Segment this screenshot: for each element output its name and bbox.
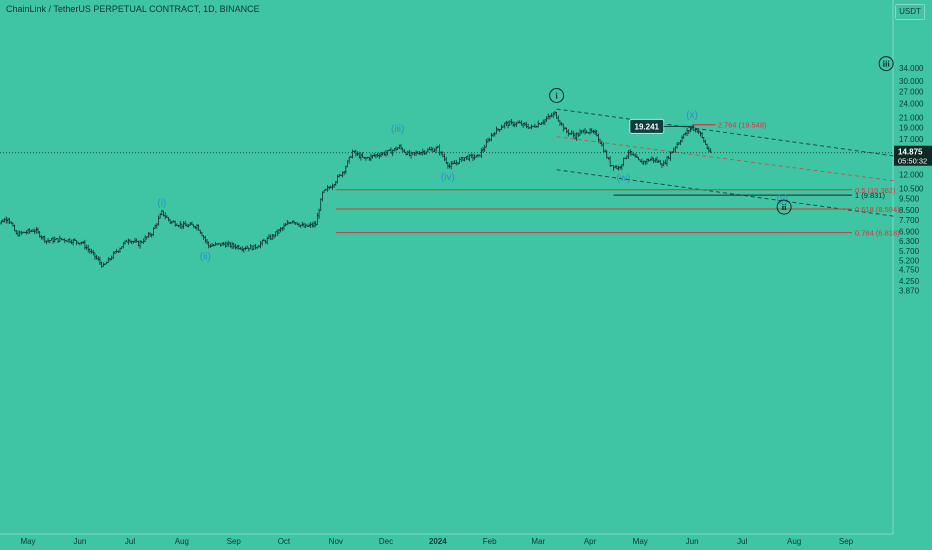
wave-label: (ii) [200,251,211,262]
y-tick-label: 9.500 [899,195,920,204]
price-marker-label: 19.241 [635,122,660,131]
fib-level-label: 1 (9.831) [855,191,886,200]
x-tick-label: Apr [584,537,597,546]
price-axis-background [893,0,932,550]
current-price-tag [894,145,932,166]
x-tick-label: Jul [125,537,135,546]
x-tick-label: Sep [839,537,854,546]
y-tick-label: 8.500 [899,206,920,215]
fib-level-label: 2.764 (19.548) [718,121,767,130]
y-tick-label: 4.750 [899,266,920,275]
y-tick-label: 6.300 [899,237,920,246]
fib-level-label: 0.5 (10.362) [855,186,896,195]
y-tick-label: 30.000 [899,77,924,86]
fib-level-label: 0.618 (8.594) [855,205,900,214]
x-tick-label: Dec [379,537,393,546]
trendline [556,169,895,217]
y-tick-label: 3.870 [899,287,920,296]
x-tick-label: May [20,537,35,546]
x-tick-label: Jun [73,537,86,546]
y-tick-label: 5.700 [899,247,920,256]
circled-wave-label: iii [883,59,891,69]
y-tick-label: 4.250 [899,277,920,286]
y-tick-label: 19.000 [899,124,924,133]
current-price-label: 14.875 [898,148,923,157]
circled-wave-label: i [555,90,558,100]
y-tick-label: 24.000 [899,100,924,109]
x-tick-label: Jul [737,537,747,546]
y-tick-label: 27.000 [899,88,924,97]
x-tick-label: Oct [278,537,291,546]
wave-label: (iii) [391,124,404,135]
wave-label: (iv) [441,172,455,183]
y-tick-label: 21.000 [899,113,924,122]
y-tick-label: 17.000 [899,135,924,144]
x-tick-label: Jun [686,537,699,546]
wave-label: (x) [686,110,698,121]
x-tick-label: May [633,537,648,546]
x-tick-label: Feb [483,537,497,546]
wave-label: (i) [157,198,166,209]
wave-circle [878,56,894,72]
currency-selector[interactable]: USDT [895,4,925,20]
trendline [556,136,895,182]
y-tick-label: 6.900 [899,227,920,236]
y-tick-label: 10.500 [899,184,924,193]
x-tick-label: Mar [531,537,545,546]
wave-circle [776,199,792,215]
wave-label: (w) [617,173,631,184]
x-tick-label: 2024 [429,537,447,546]
wave-label: (y) [777,194,789,205]
y-tick-label: 34.000 [899,64,924,73]
x-tick-label: Sep [227,537,242,546]
trendline [556,108,895,157]
x-tick-label: Nov [329,537,343,546]
y-tick-label: 12.000 [899,171,924,180]
x-tick-label: Aug [175,537,189,546]
x-tick-label: Aug [787,537,801,546]
fib-level-label: 0.764 (6.818) [855,229,900,238]
chart-title: ChainLink / TetherUS PERPETUAL CONTRACT,… [6,4,260,14]
y-tick-label: 7.700 [899,216,920,225]
y-tick-label: 5.200 [899,256,920,265]
candle-countdown-label: 05:50:32 [898,157,927,166]
circled-wave-label: ii [782,202,787,212]
wave-circle [549,87,565,103]
